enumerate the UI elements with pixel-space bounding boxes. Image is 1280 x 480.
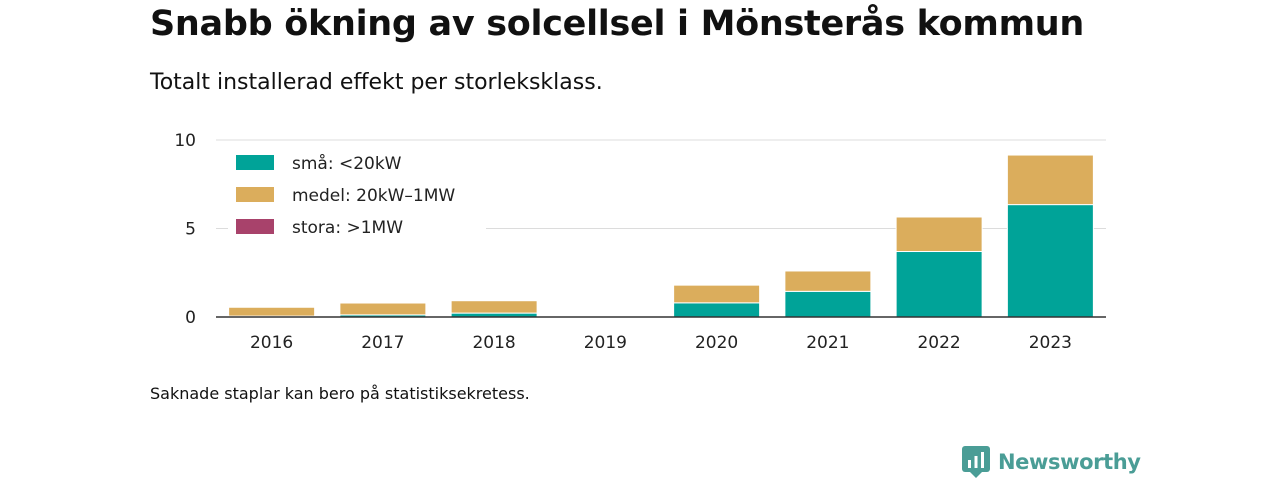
x-tick-label: 2020 bbox=[695, 333, 738, 353]
stacked-bar-chart: 0 5 10 2016 2017 2018 2019 2020 2021 2022 2023 små:… bbox=[174, 131, 1106, 353]
bar-segment bbox=[784, 270, 872, 292]
bar-segment bbox=[895, 216, 983, 253]
chart-subtitle: Totalt installerad effekt per storlekskl… bbox=[150, 70, 603, 95]
bar-segment bbox=[673, 284, 761, 304]
legend-swatch bbox=[236, 155, 274, 170]
legend-label: stora: >1MW bbox=[292, 218, 403, 238]
bar-segment bbox=[1006, 154, 1094, 206]
x-tick-label: 2016 bbox=[250, 333, 293, 353]
legend-swatch bbox=[236, 219, 274, 234]
x-tick-label: 2023 bbox=[1029, 333, 1072, 353]
x-tick-label: 2021 bbox=[806, 333, 849, 353]
bar-segment bbox=[450, 300, 538, 314]
chart-title: Snabb ökning av solcellsel i Mönsterås k… bbox=[150, 4, 1084, 44]
footnote: Saknade staplar kan bero på statistiksek… bbox=[150, 384, 530, 403]
y-tick-label: 0 bbox=[185, 308, 196, 328]
brand-logo: Newsworthy bbox=[962, 446, 1141, 478]
x-tick-label: 2018 bbox=[472, 333, 515, 353]
legend-label: medel: 20kW–1MW bbox=[292, 186, 455, 206]
bar-segment bbox=[228, 306, 316, 317]
x-tick-label: 2017 bbox=[361, 333, 404, 353]
bar-segment bbox=[673, 302, 761, 318]
newsworthy-logo-icon bbox=[962, 446, 990, 478]
bar-segment bbox=[339, 302, 427, 316]
brand-name: Newsworthy bbox=[998, 450, 1141, 474]
legend-swatch bbox=[236, 187, 274, 202]
bar-segment bbox=[784, 290, 872, 318]
bar-segment bbox=[895, 251, 983, 318]
bar-segment bbox=[1006, 204, 1094, 318]
y-tick-label: 5 bbox=[185, 220, 196, 240]
legend-label: små: <20kW bbox=[292, 153, 402, 174]
x-tick-label: 2019 bbox=[584, 333, 627, 353]
x-tick-label: 2022 bbox=[917, 333, 960, 353]
y-tick-label: 10 bbox=[174, 131, 196, 151]
